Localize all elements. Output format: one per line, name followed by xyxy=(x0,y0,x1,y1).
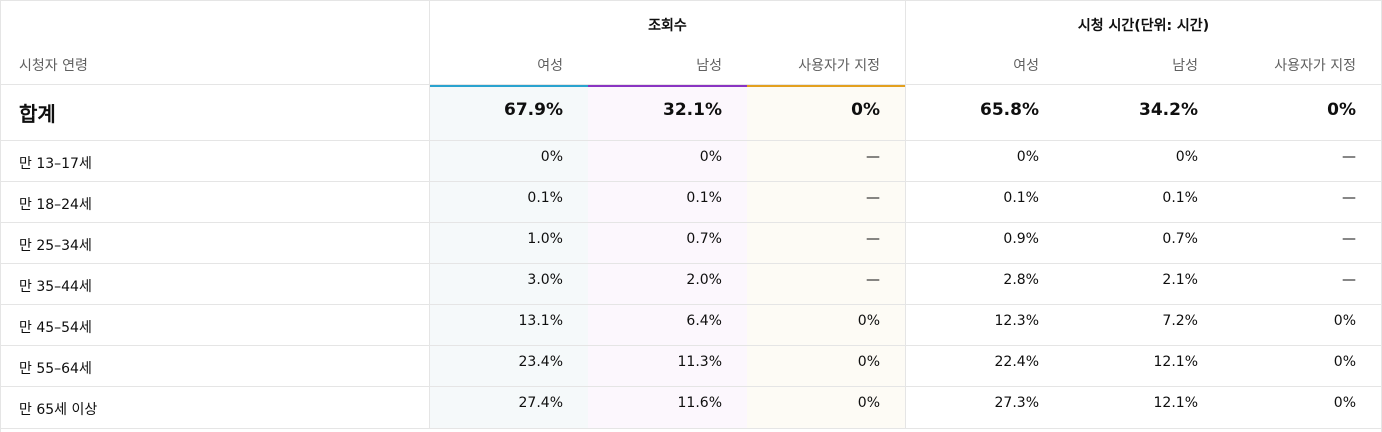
table-row: 만 65세 이상 27.4% 11.6% 0% 27.3% 12.1% 0% xyxy=(1,386,1381,428)
watch-user-specified-value: — xyxy=(1342,190,1356,206)
table-row: 만 35–44세 3.0% 2.0% — 2.8% 2.1% — xyxy=(1,263,1381,305)
watch-female-value: 27.3% xyxy=(994,395,1039,411)
age-group-label: 만 45–54세 xyxy=(19,320,92,336)
views-female-value: 3.0% xyxy=(527,272,563,288)
views-male-value: 11.3% xyxy=(677,354,722,370)
user-specified-color-bar xyxy=(747,84,905,87)
views-male-value: 0.1% xyxy=(686,190,722,206)
table-row: 만 25–34세 1.0% 0.7% — 0.9% 0.7% — xyxy=(1,222,1381,264)
views-male-value: 6.4% xyxy=(686,313,722,329)
views-user-specified-value: 0% xyxy=(857,354,880,370)
watch-male-value: 0.1% xyxy=(1162,190,1198,206)
column-divider xyxy=(905,1,906,429)
watch-male-value: 34.2% xyxy=(1139,100,1198,120)
views-group-title: 조회수 xyxy=(648,18,687,34)
column-divider xyxy=(429,1,430,429)
age-group-label: 만 65세 이상 xyxy=(19,402,98,418)
watch-female-value: 12.3% xyxy=(994,313,1039,329)
table-row: 만 45–54세 13.1% 6.4% 0% 12.3% 7.2% 0% xyxy=(1,304,1381,346)
views-user-specified-value: — xyxy=(866,272,880,288)
table-row: 만 13–17세 0% 0% — 0% 0% — xyxy=(1,140,1381,182)
views-male-value: 2.0% xyxy=(686,272,722,288)
views-user-specified-value: — xyxy=(866,190,880,206)
watch-male-value: 12.1% xyxy=(1153,354,1198,370)
views-female-value: 0.1% xyxy=(527,190,563,206)
age-group-label: 만 55–64세 xyxy=(19,361,92,377)
watch-female-header[interactable]: 여성 xyxy=(1013,58,1039,74)
total-row: 합계 67.9% 32.1% 0% 65.8% 34.2% 0% xyxy=(1,84,1381,141)
views-female-value: 27.4% xyxy=(518,395,563,411)
age-group-label: 만 35–44세 xyxy=(19,279,92,295)
views-male-value: 0.7% xyxy=(686,231,722,247)
views-female-value: 0% xyxy=(540,149,563,165)
views-male-header[interactable]: 남성 xyxy=(696,58,722,74)
watch-time-group-title: 시청 시간(단위: 시간) xyxy=(1077,18,1210,34)
views-user-specified-column-tint xyxy=(747,87,905,429)
watch-male-value: 0% xyxy=(1175,149,1198,165)
views-female-value: 23.4% xyxy=(518,354,563,370)
age-group-label: 만 13–17세 xyxy=(19,156,92,172)
watch-female-value: 65.8% xyxy=(980,100,1039,120)
views-female-value: 13.1% xyxy=(518,313,563,329)
age-group-label: 만 18–24세 xyxy=(19,197,92,213)
views-female-value: 1.0% xyxy=(527,231,563,247)
male-color-bar xyxy=(588,84,747,87)
watch-user-specified-value: 0% xyxy=(1327,100,1356,120)
views-user-specified-header[interactable]: 사용자가 지정 xyxy=(798,58,880,74)
views-male-value: 11.6% xyxy=(677,395,722,411)
views-male-value: 32.1% xyxy=(663,100,722,120)
table-bottom-border xyxy=(1,428,1381,429)
views-male-column-tint xyxy=(588,87,747,429)
watch-female-value: 22.4% xyxy=(994,354,1039,370)
watch-user-specified-value: — xyxy=(1342,272,1356,288)
views-female-value: 67.9% xyxy=(504,100,563,120)
watch-user-specified-value: — xyxy=(1342,149,1356,165)
watch-user-specified-value: 0% xyxy=(1333,395,1356,411)
watch-female-value: 2.8% xyxy=(1003,272,1039,288)
age-group-label: 만 25–34세 xyxy=(19,238,92,254)
views-user-specified-value: — xyxy=(866,149,880,165)
views-user-specified-value: 0% xyxy=(857,313,880,329)
watch-user-specified-value: 0% xyxy=(1333,354,1356,370)
total-label: 합계 xyxy=(19,102,56,126)
views-female-header[interactable]: 여성 xyxy=(537,58,563,74)
watch-male-value: 12.1% xyxy=(1153,395,1198,411)
watch-female-value: 0% xyxy=(1016,149,1039,165)
female-color-bar xyxy=(430,84,588,87)
views-female-column-tint xyxy=(430,87,588,429)
watch-male-value: 0.7% xyxy=(1162,231,1198,247)
watch-female-value: 0.9% xyxy=(1003,231,1039,247)
watch-user-specified-value: 0% xyxy=(1333,313,1356,329)
watch-male-header[interactable]: 남성 xyxy=(1172,58,1198,74)
views-male-value: 0% xyxy=(699,149,722,165)
views-user-specified-value: 0% xyxy=(851,100,880,120)
watch-male-value: 7.2% xyxy=(1162,313,1198,329)
watch-user-specified-header[interactable]: 사용자가 지정 xyxy=(1274,58,1356,74)
views-user-specified-value: 0% xyxy=(857,395,880,411)
watch-male-value: 2.1% xyxy=(1162,272,1198,288)
views-user-specified-value: — xyxy=(866,231,880,247)
watch-female-value: 0.1% xyxy=(1003,190,1039,206)
table-row: 만 55–64세 23.4% 11.3% 0% 22.4% 12.1% 0% xyxy=(1,345,1381,387)
watch-user-specified-value: — xyxy=(1342,231,1356,247)
table-row: 만 18–24세 0.1% 0.1% — 0.1% 0.1% — xyxy=(1,181,1381,223)
age-column-header[interactable]: 시청자 연령 xyxy=(19,58,88,74)
